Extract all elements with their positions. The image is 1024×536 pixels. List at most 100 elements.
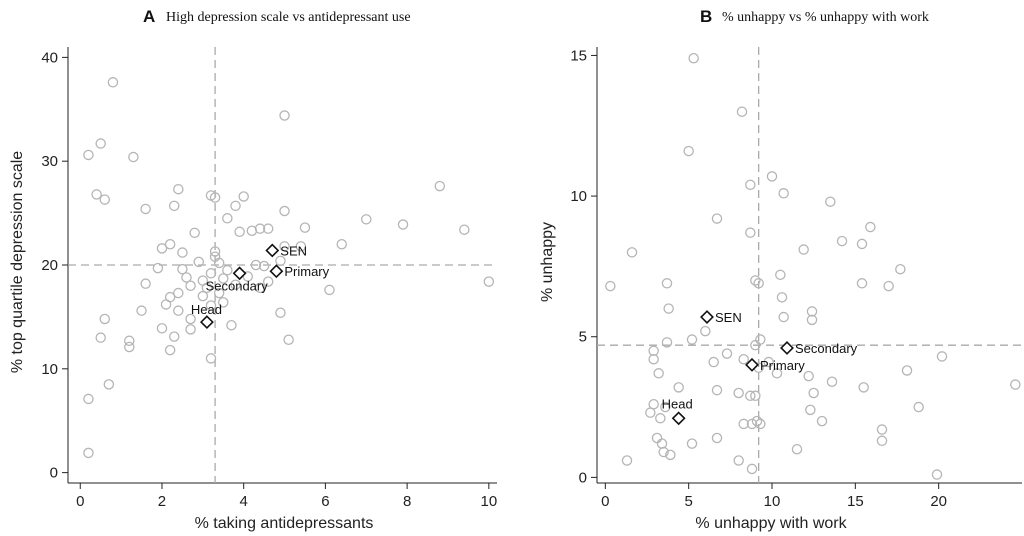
panel-b-scatter-point (711, 432, 723, 444)
panel-a-scatter-point (213, 287, 225, 299)
panel-a-highlight-label-head: Head (191, 302, 222, 317)
panel-b-scatter-point (913, 401, 924, 413)
panel-b-scatter-point (876, 424, 888, 435)
panel-b-scatter-point (686, 438, 698, 449)
panel-a-highlight-marker-secondary (232, 266, 247, 281)
panel-b-scatter-point (775, 269, 786, 281)
panel-a-highlight-marker-sen (265, 243, 280, 258)
panel-b-scatter-point (621, 455, 633, 466)
panel-b-scatter-point (605, 280, 616, 292)
panel-b-scatter-point (660, 401, 671, 413)
panel-b-scatter-point (895, 263, 906, 275)
panel-a-scatter-point (324, 284, 335, 296)
panel-b-scatter-point (661, 278, 673, 289)
panel-b-title: % unhappy vs % unhappy with work (722, 10, 929, 25)
panel-a-scatter-point (483, 276, 495, 287)
panel-b-scatter-point (750, 339, 761, 351)
panel-b-x-tick-label: 0 (601, 493, 609, 510)
panel-a-xlabel: % taking antidepressants (195, 515, 374, 532)
panel-b-letter: B (700, 7, 712, 26)
panel-b-scatter-point (736, 106, 748, 117)
panel-a-scatter-point (168, 331, 180, 342)
panel-a-scatter-point (95, 138, 106, 149)
panel-b-scatter-point (686, 334, 698, 345)
panel-b-x-tick-label: 20 (930, 493, 947, 510)
panel-b-scatter-point (901, 365, 913, 376)
panel-b-scatter-point (865, 221, 876, 233)
panel-b-scatter-point (1010, 379, 1021, 390)
panel-a-scatter-point (213, 257, 225, 269)
panel-b-scatter-point (816, 415, 828, 427)
panel-b-scatter-point (745, 390, 756, 402)
panel-b-scatter-point (771, 368, 783, 379)
panel-b-highlight-marker-secondary (780, 341, 794, 355)
panel-b-scatter-point (655, 413, 666, 424)
panel-a-scatter-point (185, 324, 196, 335)
panel-a-scatter-point (434, 180, 446, 192)
panel-b-scatter-point (653, 368, 664, 379)
panel-a-ylabel: % top quartile depression scale (9, 151, 26, 373)
panel-a-x-tick-label: 4 (240, 493, 248, 510)
panel-a-scatter-point (222, 264, 233, 276)
panel-a-scatter-point (218, 297, 229, 308)
panel-b-scatter-point (798, 244, 809, 255)
panel-a-y-tick-label: 40 (41, 49, 58, 66)
panel-a-scatter-point (173, 183, 184, 195)
panel-b-scatter-point (645, 407, 656, 418)
panel-a-scatter-point (336, 238, 347, 250)
panel-a-y-tick-label: 10 (41, 361, 58, 378)
panel-a-title: High depression scale vs antidepressant … (166, 10, 411, 25)
panel-a-scatter-point (299, 222, 311, 233)
panel-a-scatter-point (124, 341, 135, 353)
panel-a-scatter-point (230, 200, 241, 212)
panel-a-scatter-point (197, 290, 209, 302)
panel-b-x-tick-label: 15 (847, 493, 864, 510)
panel-a-highlight-label-sen: SEN (280, 243, 307, 258)
panel-b-scatter-point (858, 382, 869, 393)
panel-a-scatter-point (230, 279, 241, 290)
panel-a-x-tick-label: 0 (76, 493, 84, 510)
panel-a: A High depression scale vs antidepressan… (9, 7, 497, 532)
panel-a-scatter-point (140, 278, 151, 289)
panel-a-scatter-point (361, 214, 372, 225)
panel-a-scatter-point (185, 280, 196, 292)
panel-a-scatter-point (83, 447, 94, 459)
panel-b-y-tick-label: 0 (579, 469, 587, 486)
panel-b-scatter-point (931, 469, 943, 480)
panel-a-scatter-point (295, 241, 307, 252)
panel-b-ylabel: % unhappy (539, 222, 556, 302)
panel-a-scatter-point (189, 227, 200, 239)
panel-b-scatter-point (751, 415, 763, 427)
panel-b-scatter-point (688, 53, 699, 64)
panel-a-scatter-point (181, 272, 192, 283)
panel-a-scatter-point (128, 151, 139, 163)
panel-a-scatter-point (205, 353, 217, 364)
panel-b-scatter-point (776, 292, 788, 303)
panel-b-scatter-point (826, 376, 838, 387)
panel-a-scatter-point (136, 305, 147, 316)
panel-b-scatter-point (856, 278, 868, 289)
panel-a-scatter-point (254, 223, 266, 234)
panel-a-scatter-point (254, 282, 266, 294)
panel-a-scatter-point (160, 299, 172, 310)
panel-a-scatter-point (91, 189, 102, 200)
panel-a-scatter-point (83, 393, 94, 405)
panel-a-scatter-point (95, 332, 106, 343)
panel-a-scatter-point (99, 194, 111, 205)
panel-a-x-tick-label: 6 (321, 493, 329, 510)
panel-b-highlight-label-head: Head (662, 396, 693, 411)
panel-b-scatter-point (805, 404, 816, 416)
panel-b-scatter-point (733, 387, 744, 399)
panel-b-highlight-label-sen: SEN (715, 310, 742, 325)
panel-a-y-tick-label: 20 (41, 257, 58, 274)
panel-b-scatter-point (651, 432, 663, 444)
panel-b-scatter-point (755, 334, 766, 345)
panel-b-scatter-point (648, 345, 659, 357)
panel-b-scatter-point (746, 418, 758, 430)
panel-b-scatter-point (665, 449, 676, 461)
panel-a-scatter-point (459, 224, 470, 235)
panel-b-highlight-marker-head (671, 411, 686, 426)
panel-b-highlight-marker-primary (745, 357, 759, 372)
panel-a-scatter-point (168, 200, 180, 212)
panel-b-scatter-point (778, 311, 789, 323)
